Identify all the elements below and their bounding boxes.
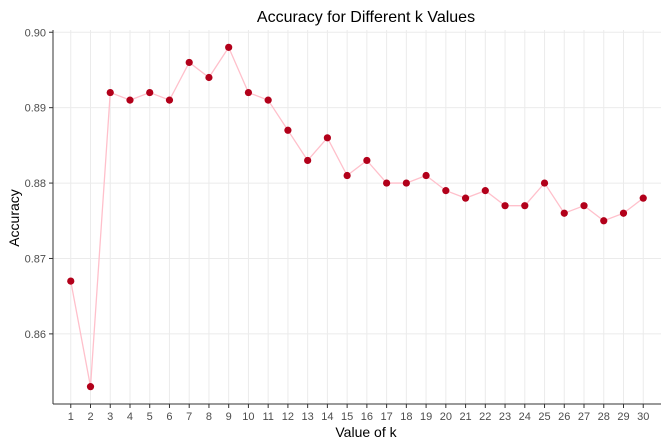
- x-tick-label-8: 8: [206, 411, 212, 423]
- data-point-k30: [639, 194, 647, 202]
- data-point-k8: [205, 73, 213, 82]
- x-tick-label-5: 5: [147, 411, 153, 423]
- y-axis-title: Accuracy: [6, 189, 22, 247]
- data-point-k6: [165, 96, 174, 104]
- x-tick-label-10: 10: [242, 411, 254, 423]
- x-tick-label-21: 21: [459, 411, 471, 423]
- x-tick-label-15: 15: [341, 411, 353, 423]
- x-tick-label-7: 7: [186, 411, 192, 423]
- x-tick-label-2: 2: [87, 411, 93, 423]
- data-point-k25: [540, 179, 549, 187]
- series-line: [70, 45, 644, 387]
- data-point-k4: [126, 96, 134, 104]
- data-point-k10: [244, 88, 253, 97]
- x-tick-label-30: 30: [637, 411, 649, 423]
- x-tick-label-24: 24: [519, 411, 531, 423]
- x-tick-label-13: 13: [302, 411, 314, 423]
- x-tick-label-27: 27: [578, 411, 590, 423]
- data-point-k2: [86, 383, 95, 391]
- data-point-k29: [619, 209, 628, 217]
- y-tick-label-3: 0.89: [25, 103, 46, 115]
- data-point-k13: [304, 156, 312, 165]
- data-point-k21: [461, 194, 470, 202]
- x-tick-label-12: 12: [282, 411, 294, 423]
- y-tick-label-1: 0.87: [25, 253, 46, 265]
- x-tick-label-26: 26: [558, 411, 570, 423]
- data-point-k20: [442, 187, 450, 195]
- x-tick-label-19: 19: [420, 411, 432, 423]
- x-tick-label-25: 25: [538, 411, 550, 423]
- data-point-k16: [363, 156, 371, 165]
- x-tick-label-3: 3: [107, 411, 113, 423]
- x-tick-label-17: 17: [380, 411, 392, 423]
- data-point-k17: [383, 179, 391, 187]
- data-point-k3: [106, 88, 114, 97]
- x-tick-labels: 1 2 3 4 5 6 7 8 9 10 11 12 13 14 15 16 17 18 19 20 21 22 23 24 2…: [68, 404, 649, 423]
- x-tick-label-22: 22: [479, 411, 491, 423]
- data-point-k1: [67, 277, 75, 285]
- data-points: [67, 43, 647, 391]
- data-point-k5: [146, 88, 154, 97]
- data-point-k27: [580, 202, 588, 210]
- x-tick-label-20: 20: [440, 411, 452, 423]
- x-tick-label-1: 1: [68, 411, 74, 423]
- x-tick-label-18: 18: [400, 411, 412, 423]
- y-tick-labels: 0.86 0.87 0.88 0.89 0.90: [25, 27, 53, 341]
- x-tick-label-28: 28: [598, 411, 610, 423]
- data-point-k9: [225, 43, 233, 51]
- data-point-k18: [402, 179, 410, 187]
- y-tick-label-4: 0.90: [25, 27, 46, 39]
- data-point-k12: [284, 126, 292, 134]
- data-point-k23: [501, 202, 509, 210]
- data-point-k11: [264, 96, 272, 104]
- x-tick-label-14: 14: [321, 411, 333, 423]
- data-point-k28: [600, 217, 608, 225]
- y-tick-label-0: 0.86: [25, 329, 46, 341]
- chart-title: Accuracy for Different k Values: [257, 9, 475, 26]
- x-tick-label-6: 6: [166, 411, 172, 423]
- x-tick-label-11: 11: [262, 411, 273, 423]
- axes: [52, 30, 661, 405]
- x-tick-label-9: 9: [226, 411, 232, 423]
- data-point-k24: [521, 202, 529, 210]
- x-tick-label-29: 29: [617, 411, 629, 423]
- x-tick-label-4: 4: [127, 411, 133, 423]
- data-point-k26: [560, 209, 568, 217]
- grid: [53, 30, 661, 404]
- x-axis-title: Value of k: [335, 424, 397, 440]
- data-point-k15: [343, 171, 351, 180]
- data-point-k14: [323, 134, 331, 142]
- data-point-k19: [422, 171, 430, 180]
- x-tick-label-23: 23: [499, 411, 511, 423]
- x-tick-label-16: 16: [361, 411, 373, 423]
- data-point-k22: [481, 187, 489, 195]
- data-point-k7: [185, 58, 193, 67]
- y-tick-label-2: 0.88: [25, 178, 46, 190]
- series-line-layer: [70, 45, 644, 387]
